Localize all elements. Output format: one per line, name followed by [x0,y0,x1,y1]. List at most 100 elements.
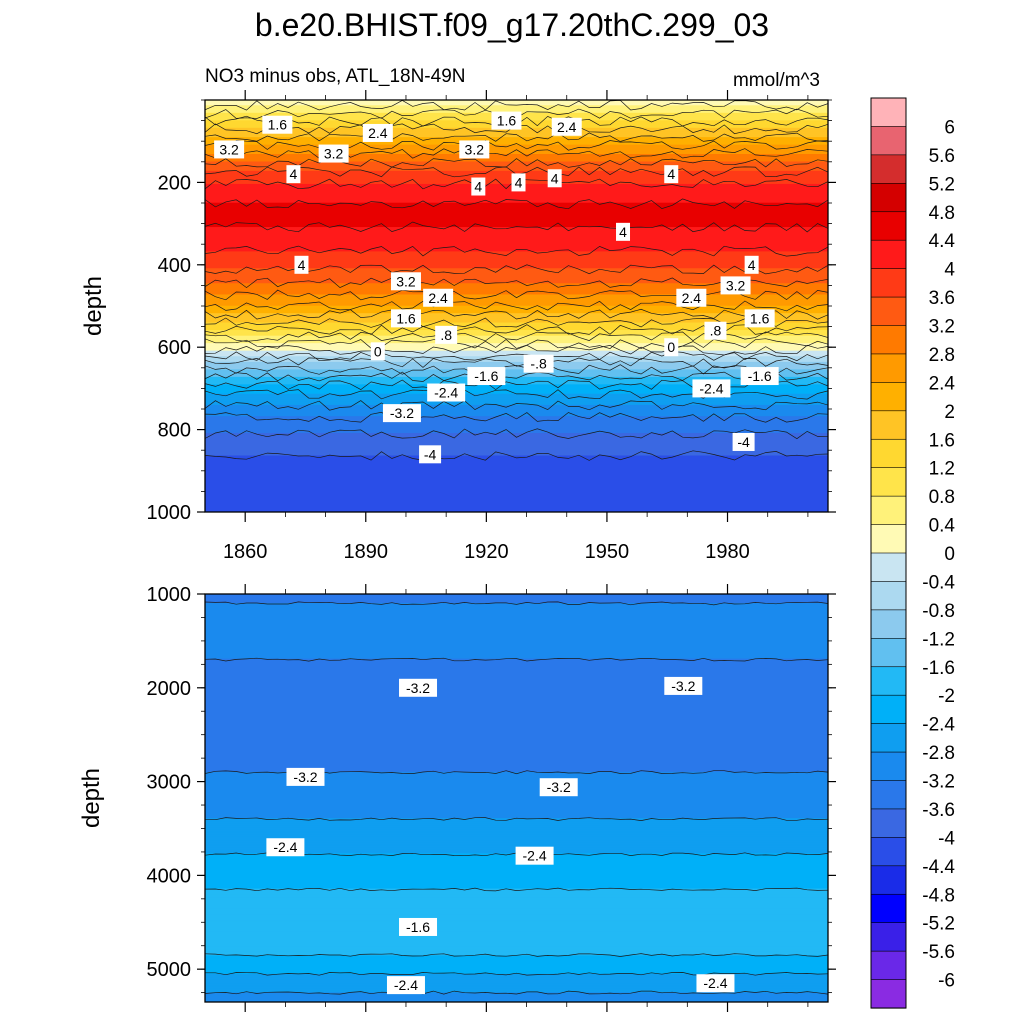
contour-fill-band [205,801,828,804]
contour-label-text: 1.6 [396,310,416,326]
contour-fill-band [205,257,828,260]
contour-label-text: 2.4 [368,125,388,141]
y-tick-label: 1000 [147,502,192,524]
lower-y-axis-label: depth [78,768,105,828]
contour-fill-band [205,137,828,140]
contour-fill-band [205,981,828,984]
y-tick-label: 4000 [147,865,192,887]
contour-fill-band [205,429,828,432]
contour-fill-band [205,382,828,385]
contour-fill-band [205,755,828,758]
contour-fill-band [205,597,828,600]
contour-label: -4 [419,445,442,464]
contour-fill-band [205,615,828,619]
y-tick-label: 2000 [147,678,192,700]
contour-fill-band [205,109,828,112]
contour-fill-band [205,645,828,649]
contour-fill-band [205,710,828,713]
contour-line [205,972,828,976]
contour-fill-band [205,793,828,797]
contour-fill-band [205,444,828,447]
contour-fill-band [205,653,828,656]
contour-fill-band [205,455,828,458]
contour-fill-band [205,316,828,320]
contour-fill-band [205,401,828,404]
colorbar-label: -5.6 [922,942,955,963]
colorbar-swatch [870,581,907,611]
x-tick-label: 1950 [585,541,630,563]
contour-fill-band [205,686,828,689]
contour-label-text: -3.2 [671,678,695,694]
contour-fill-band [205,232,828,236]
contour-label: -3.2 [286,767,325,786]
contour-label: .8 [435,325,458,344]
contour-fill-band [205,494,828,498]
contour-fill-band [205,275,828,279]
contour-fill-band [205,391,828,395]
contour-fill-band [205,142,828,146]
contour-fill-band [205,305,828,309]
contour-fill-band [205,716,828,719]
colorbar-label: -0.8 [922,601,955,622]
contour-fill-band [205,604,828,608]
colorbar-label: 0.4 [929,516,956,537]
contour-label: 3.2 [390,272,421,291]
contour-label-text: 1.6 [497,113,517,129]
contour-fill-band [205,740,828,743]
contour-fill-band [205,617,828,621]
contour-label: 1.6 [262,115,293,134]
contour-line [205,371,828,382]
contour-fill-band [205,264,828,267]
contour-fill-band [205,595,828,599]
contour-fill-band [205,695,828,699]
contour-fill-band [205,788,828,791]
contour-fill-band [205,784,828,788]
contour-fill-band [205,634,828,637]
colorbar-swatch [870,410,907,440]
contour-label: 4 [616,222,631,241]
contour-fill-band [205,734,828,738]
x-tick-label: 1920 [464,541,509,563]
contour-fill-band [205,677,828,680]
contour-fill-band [205,721,828,725]
lower-plot-frame [204,593,829,1003]
contour-fill-band [205,806,828,810]
contour-fill-band [205,610,828,613]
contour-fill-band [205,747,828,751]
colorbar-label: -4.8 [922,885,955,906]
colorbar-label: 5.2 [929,174,955,195]
contour-fill-band [205,258,828,262]
contour-fill-band [205,808,828,812]
contour-fill-band [205,823,828,827]
colorbar-swatch [870,922,907,952]
contour-fill-band [205,107,828,110]
contour-fill-band [205,960,828,964]
contour-fill-band [205,453,828,457]
contour-label-text: -2.4 [703,975,727,991]
contour-fill-band [205,660,828,663]
contour-fill-band [205,758,828,762]
contour-line [205,264,828,275]
contour-label-text: 3.2 [465,141,485,157]
contour-fill-band [205,994,828,997]
colorbar-label: -2.8 [922,743,955,764]
contour-fill-band [205,877,828,880]
contour-fill-band [205,423,828,427]
colorbar-label: -3.6 [922,800,955,821]
contour-fill-band [205,706,828,710]
contour-line [205,411,828,423]
contour-fill-band [205,427,828,430]
contour-fill-band [205,144,828,148]
contour-fill-band [205,193,828,196]
contour-fill-band [205,959,828,962]
colorbar-label: 2 [944,402,955,423]
contour-fill-band [205,238,828,241]
contour-fill-band [205,816,828,819]
contour-label: -2.4 [427,383,466,402]
contour-fill-band [205,944,828,947]
contour-label: .8 [704,321,727,340]
contour-fill-band [205,654,828,658]
contour-fill-band [205,608,828,611]
colorbar-swatch [870,126,907,156]
